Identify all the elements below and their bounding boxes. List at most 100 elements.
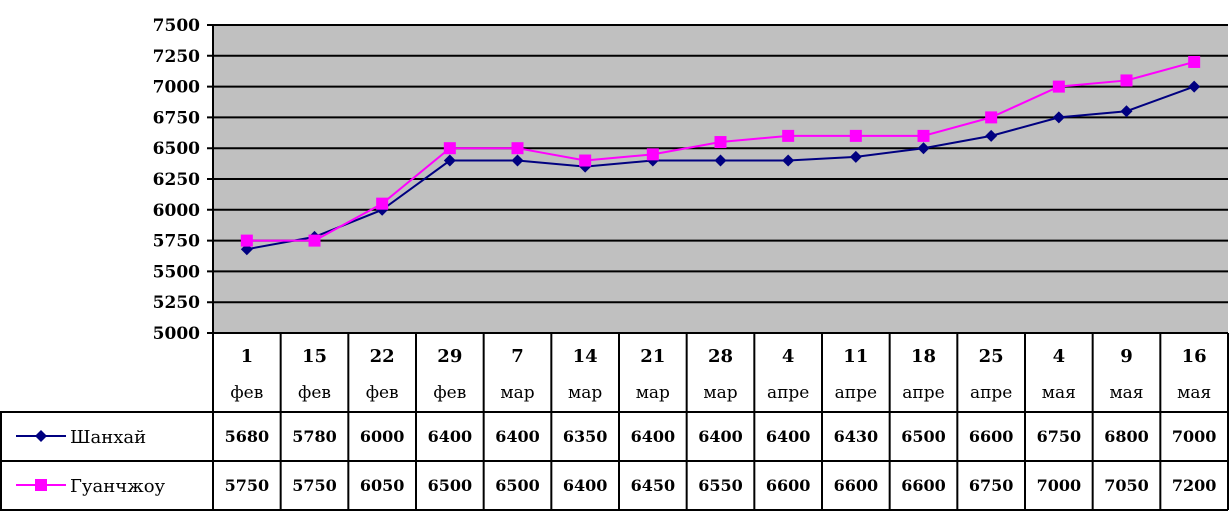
x-tick-label-month: мар xyxy=(636,383,670,403)
x-tick-label-month: мар xyxy=(703,383,737,403)
x-tick-label-day: 28 xyxy=(708,346,733,367)
table-cell-value: 7200 xyxy=(1172,476,1217,495)
y-tick-label: 5750 xyxy=(153,232,200,252)
data-point xyxy=(1052,80,1065,93)
x-tick-label-month: апре xyxy=(902,383,944,403)
table-cell-value: 6550 xyxy=(698,476,743,495)
x-tick-label-day: 21 xyxy=(640,346,665,367)
legend-label: Гуанчжоу xyxy=(70,476,166,497)
data-point xyxy=(443,154,456,167)
y-tick-label: 6500 xyxy=(153,139,200,159)
y-tick-label: 5250 xyxy=(153,293,200,313)
data-point xyxy=(1188,55,1201,68)
table-cell-value: 7000 xyxy=(1172,427,1217,446)
data-point xyxy=(308,234,321,247)
x-tick-label-day: 7 xyxy=(511,346,524,367)
x-tick-label-day: 9 xyxy=(1120,346,1133,367)
data-point xyxy=(782,154,795,167)
data-point xyxy=(579,154,592,167)
table-cell-value: 6600 xyxy=(766,476,811,495)
y-tick-label: 6250 xyxy=(153,170,200,190)
data-point xyxy=(646,148,659,161)
table-cell-value: 6400 xyxy=(766,427,811,446)
table-cell-value: 5750 xyxy=(292,476,337,495)
y-tick-label: 7250 xyxy=(153,47,200,67)
table-cell-value: 6600 xyxy=(834,476,879,495)
table-cell-value: 6400 xyxy=(495,427,540,446)
table-cell-value: 7000 xyxy=(1037,476,1082,495)
data-point xyxy=(511,142,524,155)
gridlines xyxy=(207,24,1228,334)
table-cell-value: 5680 xyxy=(225,427,270,446)
legend-marker xyxy=(35,479,47,491)
x-tick-label-day: 1 xyxy=(241,346,254,367)
table-cell-value: 6000 xyxy=(360,427,405,446)
x-tick-label-day: 15 xyxy=(302,346,327,367)
x-tick-label-month: мая xyxy=(1042,383,1076,403)
x-tick-label-month: фев xyxy=(366,383,399,403)
x-tick-label-month: мар xyxy=(500,383,534,403)
table-cell-value: 6600 xyxy=(969,427,1014,446)
x-tick-label-day: 22 xyxy=(370,346,395,367)
table-cell-value: 6500 xyxy=(495,476,540,495)
legend-marker xyxy=(35,430,47,442)
data-point xyxy=(849,150,862,163)
x-tick-label-month: мая xyxy=(1109,383,1143,403)
data-point xyxy=(714,154,727,167)
table-cell-value: 6400 xyxy=(698,427,743,446)
data-point xyxy=(985,111,998,124)
table-cell-value: 6750 xyxy=(1037,427,1082,446)
data-point xyxy=(1120,74,1133,87)
x-tick-label-month: мая xyxy=(1177,383,1211,403)
table-cell-value: 5750 xyxy=(225,476,270,495)
table-cell-value: 6450 xyxy=(631,476,676,495)
table-cell-value: 6430 xyxy=(834,427,879,446)
data-point xyxy=(240,234,253,247)
data-point xyxy=(511,154,524,167)
data-point xyxy=(917,129,930,142)
table-cell-value: 6400 xyxy=(428,427,473,446)
y-axis-ticks: 5000 5250 5500 5750 6000 6250 6500 6750 7000 7250… xyxy=(153,16,200,344)
table-cell-value: 6600 xyxy=(901,476,946,495)
x-tick-label-day: 4 xyxy=(1053,346,1066,367)
data-point xyxy=(782,129,795,142)
x-tick-label-month: апре xyxy=(835,383,877,403)
table-cell-value: 6800 xyxy=(1104,427,1149,446)
table-cell-value: 6400 xyxy=(631,427,676,446)
x-tick-label-day: 14 xyxy=(573,346,598,367)
x-tick-label-month: мар xyxy=(568,383,602,403)
data-point xyxy=(443,142,456,155)
x-tick-label-day: 29 xyxy=(437,346,462,367)
data-point xyxy=(917,142,930,155)
y-tick-label: 6000 xyxy=(153,201,200,221)
table-cell-value: 5780 xyxy=(292,427,337,446)
legend-label: Шанхай xyxy=(70,427,146,448)
data-point xyxy=(1052,111,1065,124)
table-cell-value: 6050 xyxy=(360,476,405,495)
data-table: 1 фев 15 фев 22 фев 29 фев 7 мар 14 мар 21 мар 28 мар 4 а… xyxy=(0,333,1229,511)
table-cell-value: 6500 xyxy=(428,476,473,495)
table-cell-value: 6400 xyxy=(563,476,608,495)
data-point xyxy=(849,129,862,142)
data-point xyxy=(376,197,389,210)
x-tick-label-day: 4 xyxy=(782,346,795,367)
x-tick-label-month: апре xyxy=(767,383,809,403)
x-tick-label-day: 16 xyxy=(1182,346,1207,367)
table-cell-value: 6500 xyxy=(901,427,946,446)
y-tick-label: 5500 xyxy=(153,262,200,282)
data-point xyxy=(1188,80,1201,93)
y-tick-label: 5000 xyxy=(153,324,200,344)
data-point xyxy=(985,129,998,142)
x-tick-label-month: апре xyxy=(970,383,1012,403)
y-tick-label: 6750 xyxy=(153,108,200,128)
x-tick-label-month: фев xyxy=(298,383,331,403)
table-cell-value: 7050 xyxy=(1104,476,1149,495)
x-tick-label-month: фев xyxy=(230,383,263,403)
table-cell-value: 6350 xyxy=(563,427,608,446)
data-point xyxy=(714,136,727,149)
data-point xyxy=(1120,105,1133,118)
x-tick-label-month: фев xyxy=(433,383,466,403)
y-tick-label: 7500 xyxy=(153,16,200,36)
x-tick-label-day: 25 xyxy=(979,346,1004,367)
